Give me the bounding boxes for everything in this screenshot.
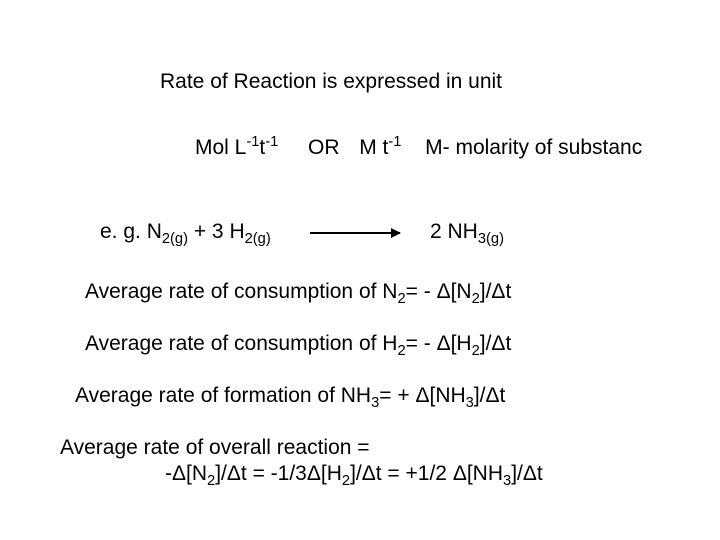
avg-n2-line: Average rate of consumption of N2= - Δ[N…	[85, 280, 511, 307]
sub-2-c: 2	[397, 343, 405, 359]
per-dt-a: ]/Δt	[480, 280, 512, 303]
sup-neg1-c: -1	[388, 134, 401, 150]
sub-3-c: 3	[503, 473, 511, 489]
unit-mt: M t	[359, 136, 388, 159]
sub-3g: 3(g)	[478, 231, 504, 247]
eg-mid: + 3 H	[188, 220, 245, 243]
overall-eq-b: ]/Δt = -1/3Δ[H	[215, 462, 342, 485]
unit-molarity: M- molarity of substanc	[425, 136, 642, 159]
avg-n2-right: = - Δ[N	[406, 280, 472, 303]
sub-2g-a: 2(g)	[162, 231, 188, 247]
avg-h2-right: = - Δ[H	[406, 332, 472, 355]
sup-neg1-a: -1	[246, 134, 259, 150]
example-products: 2 NH3(g)	[430, 220, 504, 247]
eg-product: 2 NH	[430, 220, 478, 243]
overall-eq-a: -Δ[N	[165, 462, 207, 485]
unit-or: OR	[308, 136, 340, 159]
overall-label: Average rate of overall reaction =	[60, 436, 370, 459]
unit-mol-l: Mol L	[195, 136, 246, 159]
sub-2-b: 2	[472, 291, 480, 307]
title-text: Rate of Reaction is expressed in unit	[160, 70, 502, 93]
sup-neg1-b: -1	[265, 134, 278, 150]
overall-label-line: Average rate of overall reaction =	[60, 436, 370, 460]
sub-2g-b: 2(g)	[245, 231, 271, 247]
sub-2-e: 2	[207, 473, 215, 489]
avg-h2-line: Average rate of consumption of H2= - Δ[H…	[85, 332, 511, 359]
eg-prefix: e. g. N	[100, 220, 162, 243]
per-dt-c: ]/Δt	[474, 384, 506, 407]
overall-eq-line: -Δ[N2]/Δt = -1/3Δ[H2]/Δt = +1/2 Δ[NH3]/Δ…	[165, 462, 543, 489]
unit-line: Mol L-1t-1 OR M t-1 M- molarity of subst…	[195, 134, 642, 160]
avg-nh3-right: = + Δ[NH	[379, 384, 465, 407]
overall-eq-d: ]/Δt	[511, 462, 543, 485]
title-line: Rate of Reaction is expressed in unit	[160, 70, 502, 94]
sub-2-d: 2	[472, 343, 480, 359]
avg-h2-left: Average rate of consumption of H	[85, 332, 397, 355]
per-dt-b: ]/Δt	[480, 332, 512, 355]
reaction-arrow	[310, 232, 400, 234]
example-reactants: e. g. N2(g) + 3 H2(g)	[100, 220, 271, 247]
sub-2-f: 2	[342, 473, 350, 489]
avg-nh3-left: Average rate of formation of NH	[75, 384, 371, 407]
avg-n2-left: Average rate of consumption of N	[85, 280, 397, 303]
overall-eq-c: ]/Δt = +1/2 Δ[NH	[350, 462, 503, 485]
avg-nh3-line: Average rate of formation of NH 3= + Δ[NH…	[75, 384, 505, 411]
sub-2-a: 2	[397, 291, 405, 307]
sub-3-b: 3	[466, 395, 474, 411]
